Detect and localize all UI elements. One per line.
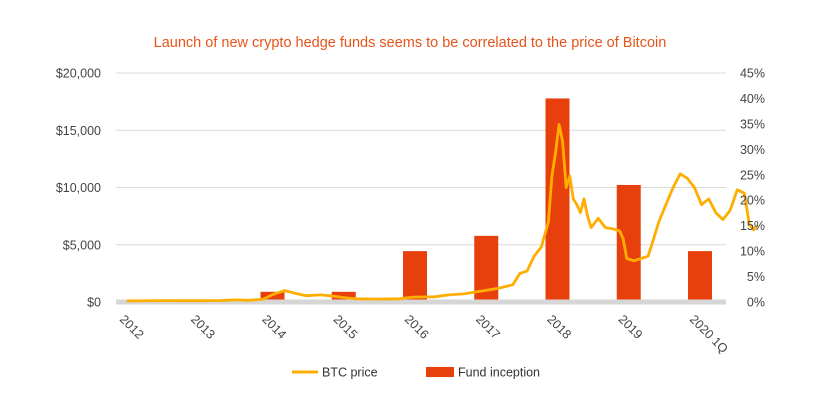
x-tick-label: 2012 xyxy=(117,312,147,342)
left-tick-label: $20,000 xyxy=(56,67,101,81)
x-tick-label: 2013 xyxy=(188,312,218,342)
left-tick-label: $0 xyxy=(87,296,101,310)
right-tick-label: 5% xyxy=(747,270,765,284)
left-tick-label: $5,000 xyxy=(63,238,101,252)
bar-2014 xyxy=(260,291,285,302)
right-tick-label: 10% xyxy=(740,245,765,259)
chart-title: Launch of new crypto hedge funds seems t… xyxy=(154,35,667,51)
btc-price-line xyxy=(126,123,758,303)
right-tick-label: 40% xyxy=(740,92,765,106)
left-tick-label: $10,000 xyxy=(56,181,101,195)
x-tick-label: 2020 1Q xyxy=(687,312,731,356)
left-axis-ticks: $0 $5,000 $10,000 $15,000 $20,000 xyxy=(56,67,101,310)
left-tick-label: $15,000 xyxy=(56,124,101,138)
right-tick-label: 30% xyxy=(740,143,765,157)
x-tick-label: 2019 xyxy=(616,312,646,342)
bar-2019 xyxy=(616,184,641,302)
x-tick-label: 2015 xyxy=(331,312,361,342)
legend-label: Fund inception xyxy=(458,366,540,380)
right-tick-label: 35% xyxy=(740,117,765,131)
bar-2020 1Q xyxy=(688,251,712,302)
legend: BTC price Fund inception xyxy=(292,366,540,380)
right-tick-label: 15% xyxy=(740,219,765,233)
right-tick-label: 0% xyxy=(747,296,765,310)
x-tick-label: 2016 xyxy=(402,312,432,342)
bar-2016 xyxy=(403,251,427,302)
x-tick-label: 2017 xyxy=(473,312,503,342)
x-tick-label: 2018 xyxy=(544,312,574,342)
legend-bar-swatch xyxy=(426,367,454,377)
btc-price-series xyxy=(126,123,758,303)
x-tick-label: 2014 xyxy=(259,312,289,342)
right-tick-label: 45% xyxy=(740,67,765,81)
bars xyxy=(260,98,712,302)
right-tick-label: 25% xyxy=(740,168,765,182)
legend-label: BTC price xyxy=(322,366,378,380)
right-axis-ticks: 0% 5% 10% 15% 20% 25% 30% 35% 40% 45% xyxy=(740,67,765,310)
right-tick-label: 20% xyxy=(740,194,765,208)
x-axis-ticks: 2012 2013 2014 2015 2016 2017 2018 2019 2020 1Q xyxy=(117,312,731,356)
